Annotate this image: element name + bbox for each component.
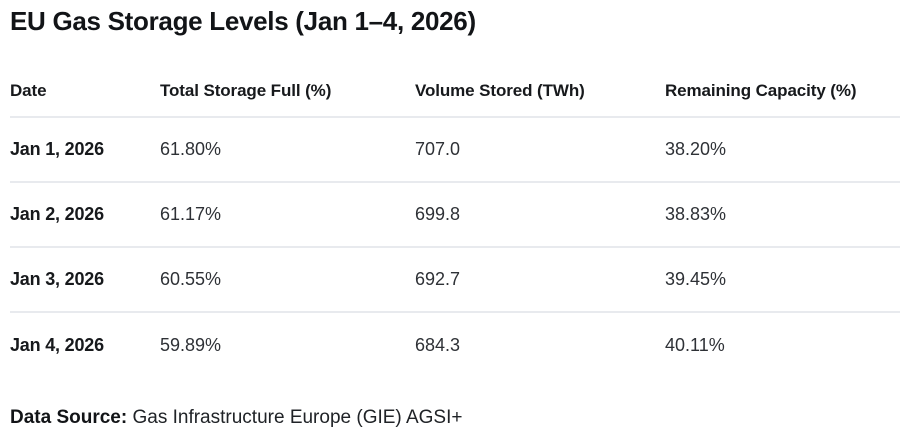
cell-date: Jan 1, 2026: [10, 139, 104, 159]
data-source-value: Gas Infrastructure Europe (GIE) AGSI+: [132, 407, 463, 428]
header-cell-date: Date: [10, 81, 47, 100]
data-source-label: Data Source:: [10, 407, 128, 428]
table-row: Jan 1, 2026 61.80% 707.0 38.20%: [10, 118, 900, 183]
cell-volume-stored: 699.8: [415, 204, 461, 224]
cell-remaining-capacity: 38.20%: [665, 139, 727, 159]
cell-total-storage-full: 60.55%: [160, 269, 222, 289]
cell-volume-stored: 707.0: [415, 139, 461, 159]
header-cell-volume-stored: Volume Stored (TWh): [415, 81, 585, 100]
cell-total-storage-full: 59.89%: [160, 335, 222, 355]
cell-date: Jan 3, 2026: [10, 269, 104, 289]
cell-remaining-capacity: 38.83%: [665, 204, 727, 224]
cell-date: Jan 2, 2026: [10, 204, 104, 224]
table-header-row: Date Total Storage Full (%) Volume Store…: [10, 35, 900, 118]
cell-volume-stored: 684.3: [415, 335, 461, 355]
data-source: Data Source: Gas Infrastructure Europe (…: [10, 407, 900, 429]
table-row: Jan 2, 2026 61.17% 699.8 38.83%: [10, 183, 900, 248]
cell-total-storage-full: 61.17%: [160, 204, 222, 224]
table-row: Jan 3, 2026 60.55% 692.7 39.45%: [10, 248, 900, 313]
cell-remaining-capacity: 39.45%: [665, 269, 727, 289]
cell-total-storage-full: 61.80%: [160, 139, 222, 159]
header-cell-total-storage-full: Total Storage Full (%): [160, 81, 332, 100]
cell-volume-stored: 692.7: [415, 269, 461, 289]
page-title: EU Gas Storage Levels (Jan 1–4, 2026): [10, 6, 476, 36]
header-cell-remaining-capacity: Remaining Capacity (%): [665, 81, 857, 100]
cell-remaining-capacity: 40.11%: [665, 335, 725, 355]
cell-date: Jan 4, 2026: [10, 335, 104, 355]
table-row: Jan 4, 2026 59.89% 684.3 40.11%: [10, 313, 900, 378]
storage-table: Date Total Storage Full (%) Volume Store…: [10, 35, 900, 378]
